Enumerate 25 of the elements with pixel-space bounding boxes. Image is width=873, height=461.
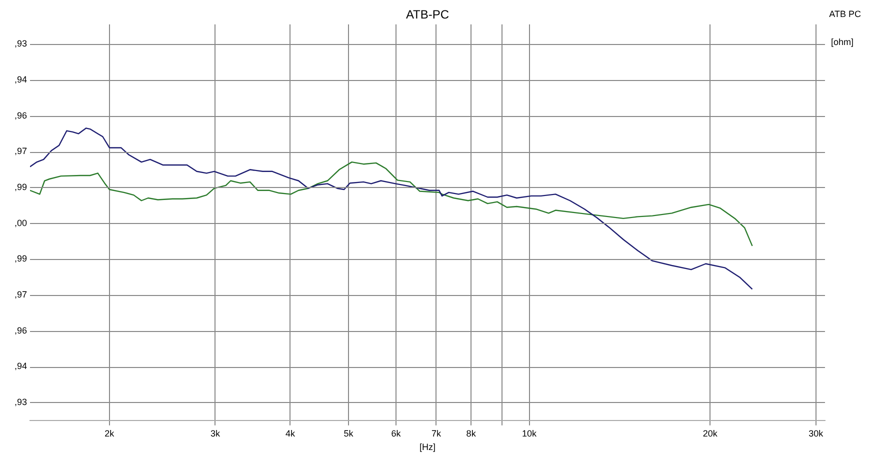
text: ATB PC <box>829 8 862 19</box>
text: ,94 <box>14 361 27 372</box>
text: ,96 <box>14 325 27 336</box>
x-tick-label: 30k <box>808 428 824 438</box>
x-tick-label: 2k <box>104 428 115 438</box>
text: ,97 <box>14 146 27 156</box>
x-tick-label: 3k <box>210 428 220 438</box>
text: ,93 <box>14 38 27 49</box>
text: [ohm] <box>831 36 854 47</box>
text: ,93 <box>14 396 27 407</box>
x-tick-label: 10k <box>522 428 538 438</box>
x-tick-label: 8k <box>466 428 476 438</box>
text: ,97 <box>14 289 27 300</box>
text: ,94 <box>14 74 27 84</box>
x-tick-label: 6k <box>391 428 402 438</box>
text: ,00 <box>14 218 27 228</box>
x-tick-label: 7k <box>431 428 442 438</box>
x-tick-label: 20k <box>702 428 718 438</box>
text: ,99 <box>14 182 27 192</box>
text: ,96 <box>14 110 27 120</box>
chart-title: ATB-PC <box>406 8 450 22</box>
x-tick-label: 4k <box>285 428 296 438</box>
text: ,99 <box>14 254 27 264</box>
x-axis-title: [Hz] <box>419 442 436 452</box>
x-tick-label: 5k <box>344 428 354 438</box>
